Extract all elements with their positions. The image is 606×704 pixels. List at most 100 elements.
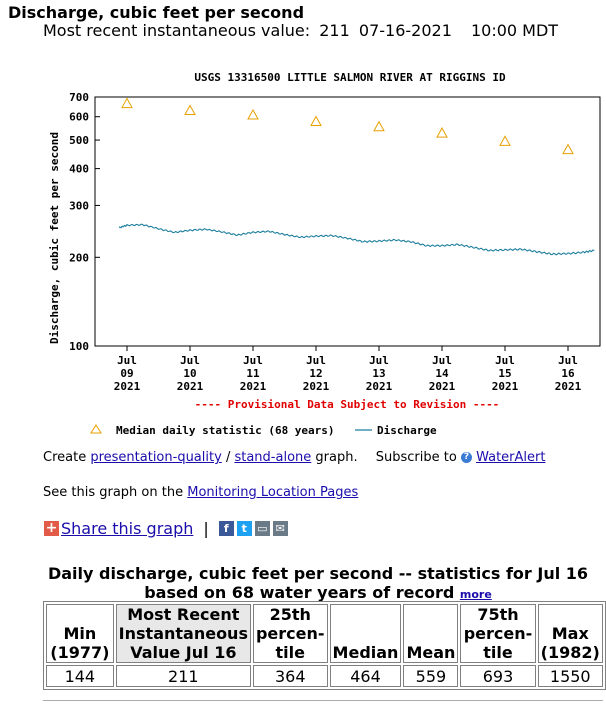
presentation-quality-link[interactable]: presentation-quality <box>90 450 222 465</box>
stand-alone-link[interactable]: stand-alone <box>234 450 312 465</box>
x-tick-label: 16 <box>561 367 575 380</box>
x-tick-label: Jul <box>369 354 389 367</box>
median-triangle-point <box>247 109 259 120</box>
share-link[interactable]: Share this graph <box>61 519 194 538</box>
median-triangle-point <box>562 143 574 155</box>
plot-series <box>118 97 595 256</box>
graph-links-line: Create presentation-quality / stand-alon… <box>43 450 545 465</box>
y-tick-label: 700 <box>69 91 89 104</box>
slash-text: / <box>225 450 231 465</box>
x-tick-label: 15 <box>498 367 511 380</box>
median-triangle-point <box>373 120 385 132</box>
y-axis-label: Discharge, cubic feet per second <box>48 132 61 344</box>
page-title: Discharge, cubic feet per second <box>8 3 305 22</box>
graph-text: graph. <box>315 450 358 465</box>
header-75th: 75th percen-tile <box>460 604 536 663</box>
x-tick-label: Jul <box>432 354 452 367</box>
wateralert-link[interactable]: WaterAlert <box>476 450 546 465</box>
cell-75th: 693 <box>460 665 536 687</box>
x-tick-label: 11 <box>246 367 260 380</box>
x-tick-label: 14 <box>435 367 449 380</box>
y-tick-label: 200 <box>69 251 89 264</box>
share-plus-icon[interactable]: + <box>44 520 59 536</box>
header-most-recent: Most Recent Instantaneous Value Jul 16 <box>115 604 251 663</box>
cell-mean: 559 <box>403 665 459 687</box>
x-tick-label: 2021 <box>303 380 330 393</box>
monitoring-line: See this graph on the Monitoring Locatio… <box>43 485 358 500</box>
header-25th: 25th percen-tile <box>252 604 328 663</box>
y-tick-label: 500 <box>69 134 89 147</box>
x-tick-label: Jul <box>495 354 515 367</box>
x-tick-label: 2021 <box>177 380 204 393</box>
provisional-note: ---- Provisional Data Subject to Revisio… <box>195 398 500 411</box>
x-tick-label: 2021 <box>492 380 519 393</box>
create-text: Create <box>43 450 87 465</box>
x-tick-label: 12 <box>309 367 322 380</box>
twitter-icon[interactable]: t <box>236 521 252 536</box>
chart-title: USGS 13316500 LITTLE SALMON RIVER AT RIG… <box>194 71 506 84</box>
y-tick-label: 600 <box>69 111 89 124</box>
stats-title-record: based on 68 water years of record <box>144 583 455 602</box>
facebook-icon[interactable]: f <box>218 521 234 536</box>
x-tick-label: 10 <box>183 367 196 380</box>
stats-title: Daily discharge, cubic feet per second -… <box>0 564 606 604</box>
x-tick-label: Jul <box>243 354 263 367</box>
median-triangle-point <box>436 127 448 138</box>
y-tick-label: 300 <box>69 199 89 212</box>
x-tick-label: Jul <box>117 354 137 367</box>
recent-value: 211 <box>319 21 350 40</box>
discharge-chart: USGS 13316500 LITTLE SALMON RIVER AT RIG… <box>48 71 601 437</box>
legend-discharge-label: Discharge <box>377 424 437 437</box>
header-max: Max (1982) <box>537 604 603 663</box>
y-axis: 100 200 300 400 500 600 700 <box>69 91 100 353</box>
x-tick-label: 2021 <box>366 380 393 393</box>
recent-time: 10:00 MDT <box>470 21 559 40</box>
cell-max: 1550 <box>537 665 603 687</box>
legend-triangle-marker <box>90 424 102 434</box>
header-mean: Mean <box>403 604 459 663</box>
header-min: Min (1977) <box>46 604 114 663</box>
median-triangle-point <box>499 135 511 146</box>
cell-25th: 364 <box>252 665 328 687</box>
plot-frame <box>94 96 601 347</box>
median-triangle-point <box>121 97 133 109</box>
divider <box>43 700 603 701</box>
recent-date: 07-16-2021 <box>358 21 452 40</box>
median-triangle-point <box>310 115 322 127</box>
monitoring-location-link[interactable]: Monitoring Location Pages <box>187 485 359 500</box>
x-tick-label: 09 <box>120 367 133 380</box>
x-tick-label: Jul <box>180 354 200 367</box>
legend-median-label: Median daily statistic (68 years) <box>116 424 335 437</box>
stats-title-line2: based on 68 water years of record more <box>0 583 606 604</box>
y-tick-label: 400 <box>69 163 89 176</box>
cell-most-recent: 211 <box>115 665 251 687</box>
more-link[interactable]: more <box>459 588 492 601</box>
subscribe-text: Subscribe to <box>375 450 457 465</box>
statistics-table: Min (1977) Most Recent Instantaneous Value … <box>43 601 606 690</box>
wateralert-icon[interactable]: ? <box>460 452 472 463</box>
see-graph-text: See this graph on the <box>43 485 184 500</box>
legend: Median daily statistic (68 years) Discha… <box>90 424 437 437</box>
table-header-row: Min (1977) Most Recent Instantaneous Value … <box>46 604 603 663</box>
table-row: 144 211 364 464 559 693 1550 <box>46 665 603 687</box>
cell-median: 464 <box>329 665 402 687</box>
stats-title-line1: Daily discharge, cubic feet per second -… <box>47 564 589 583</box>
y-tick-label: 100 <box>69 340 89 353</box>
x-tick-label: 2021 <box>555 380 582 393</box>
x-tick-label: Jul <box>306 354 326 367</box>
recent-value-line: Most recent instantaneous value: 211 07-… <box>43 21 562 40</box>
email-icon[interactable]: ✉ <box>272 521 288 536</box>
x-tick-label: 13 <box>372 367 385 380</box>
cell-min: 144 <box>46 665 114 687</box>
median-triangle-point <box>184 104 196 115</box>
header-median: Median <box>329 604 402 663</box>
x-tick-label: 2021 <box>114 380 141 393</box>
share-bar: + Share this graph | f t ▭ ✉ <box>44 519 291 538</box>
share-separator: | <box>203 519 209 538</box>
recent-label: Most recent instantaneous value: <box>43 21 311 40</box>
x-axis: Jul092021Jul102021Jul112021Jul122021Jul1… <box>114 346 582 393</box>
discharge-line <box>118 223 595 256</box>
x-tick-label: Jul <box>558 354 578 367</box>
x-tick-label: 2021 <box>240 380 267 393</box>
print-icon[interactable]: ▭ <box>254 521 270 536</box>
